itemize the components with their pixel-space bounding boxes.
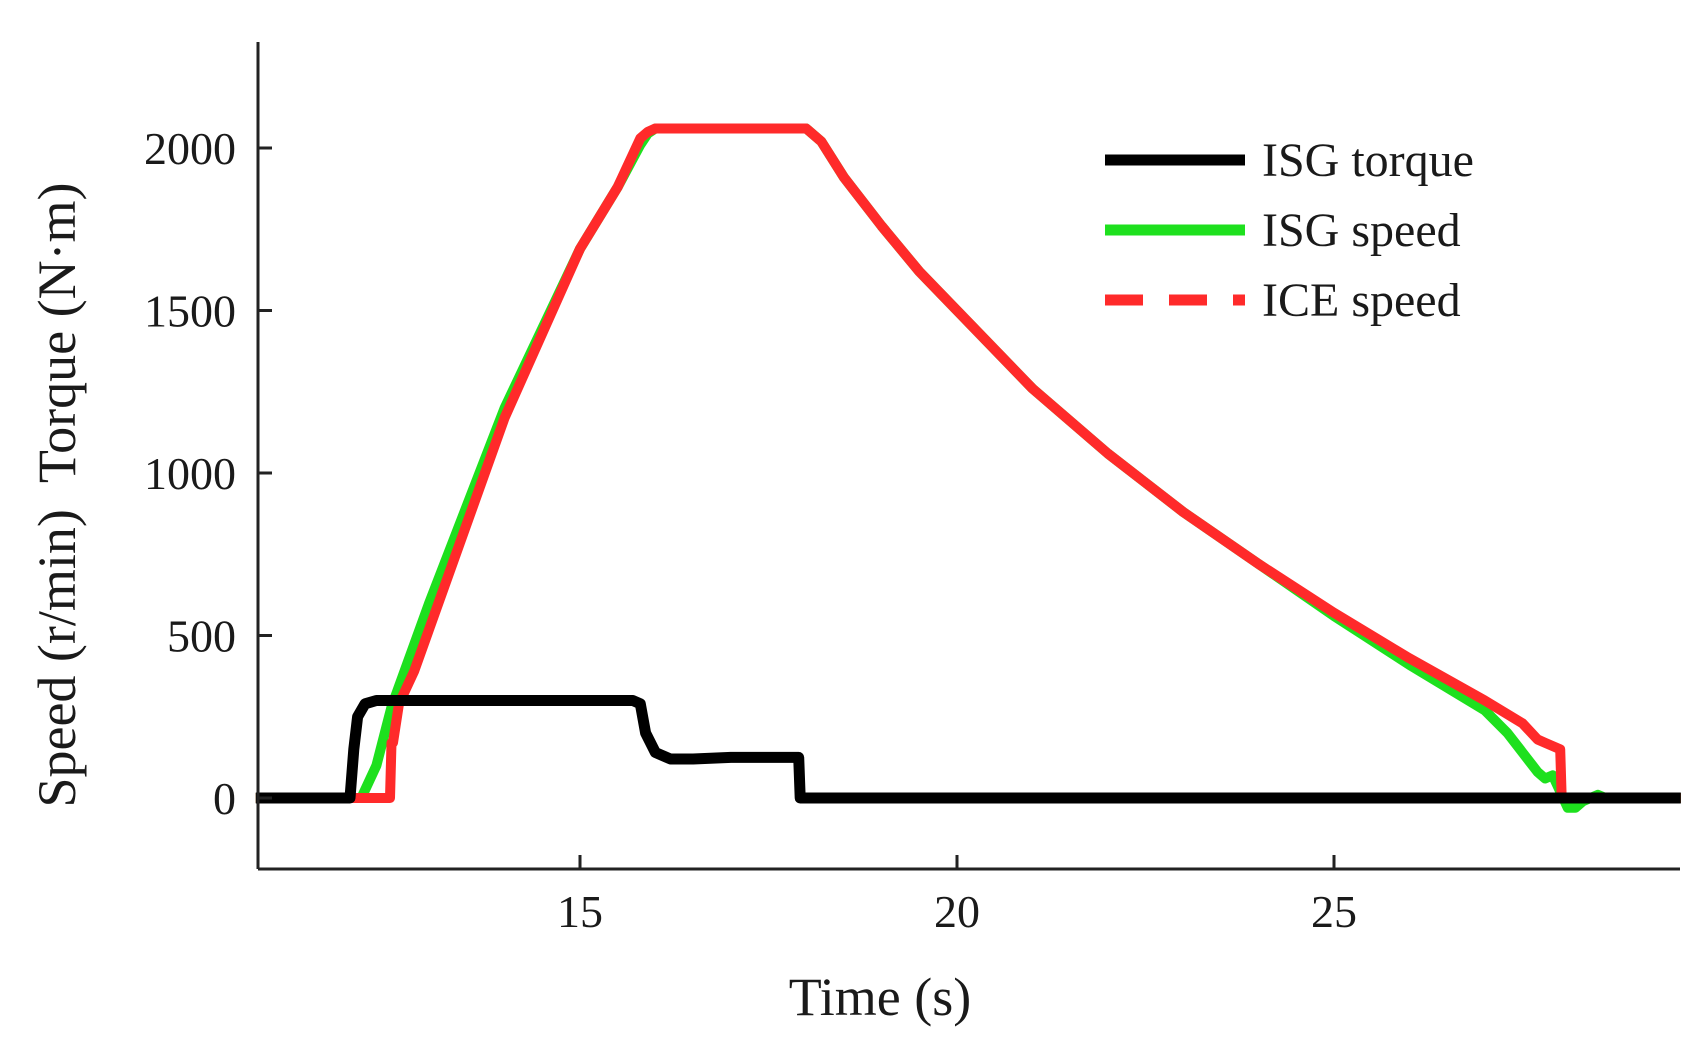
x-ticks: 15 20 25 bbox=[557, 855, 1357, 937]
x-tick-label: 20 bbox=[934, 886, 980, 937]
y-tick-label: 1500 bbox=[144, 286, 236, 337]
y-ticks: 0 500 1000 1500 2000 bbox=[144, 123, 272, 824]
legend: ISG torque ISG speed ICE speed bbox=[1105, 134, 1474, 327]
y-tick-label: 500 bbox=[167, 611, 236, 662]
legend-label: ISG torque bbox=[1262, 134, 1474, 187]
series-line-ice-speed bbox=[255, 123, 1681, 803]
y-tick-label: 1000 bbox=[144, 448, 236, 499]
y-tick-label: 2000 bbox=[144, 123, 236, 174]
legend-label: ISG speed bbox=[1262, 204, 1461, 257]
x-tick-label: 25 bbox=[1311, 886, 1357, 937]
y-tick-label: 0 bbox=[213, 773, 236, 824]
x-axis-title: Time (s) bbox=[789, 967, 972, 1027]
x-tick-label: 15 bbox=[557, 886, 603, 937]
y-axis-title: Speed (r/min) Torque (N·m) bbox=[27, 182, 87, 807]
plot-area bbox=[255, 123, 1681, 813]
legend-label: ICE speed bbox=[1262, 274, 1461, 327]
series-line-isg-torque bbox=[255, 695, 1681, 804]
